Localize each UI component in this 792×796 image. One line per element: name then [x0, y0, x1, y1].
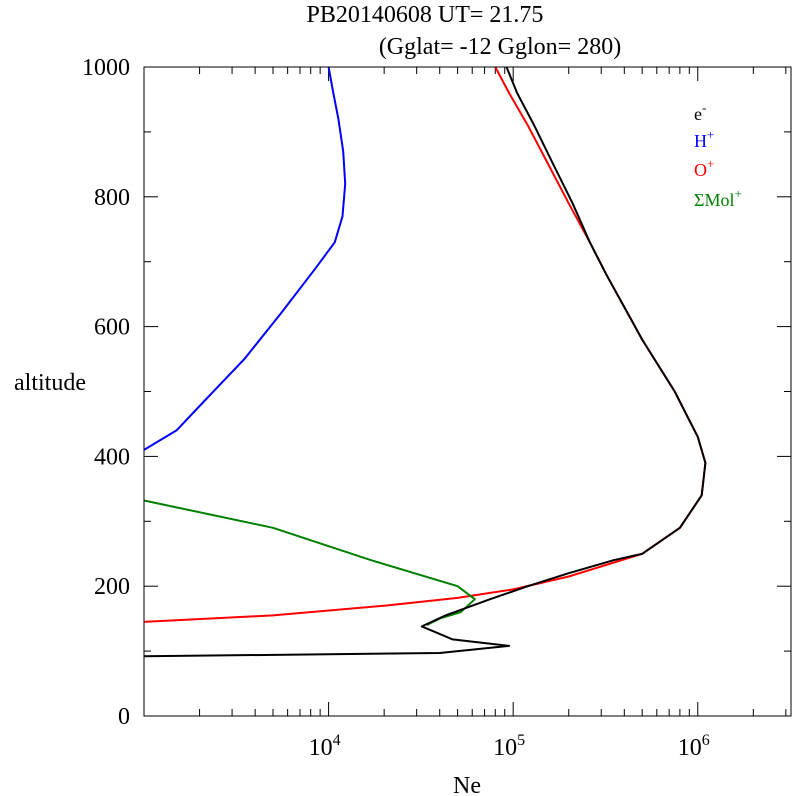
- x-tick-label: 106: [678, 732, 710, 761]
- plot-area: [143, 66, 707, 658]
- y-tick-label: 200: [94, 574, 130, 600]
- x-tick-label: 105: [493, 732, 525, 761]
- legend-entry-label: O: [694, 160, 707, 180]
- y-tick-label: 800: [94, 185, 130, 211]
- x-tick-label-exponent: 4: [333, 732, 341, 749]
- x-tick-label: 104: [309, 732, 341, 761]
- legend-entry-superscript: -: [702, 100, 706, 115]
- legend-entry: O+: [694, 156, 714, 180]
- series-line-1: [143, 66, 707, 623]
- legend-entry-superscript: +: [734, 186, 741, 201]
- y-axis-label: altitude: [14, 370, 86, 396]
- legend: e-H+O+ΣMol+: [694, 100, 742, 210]
- x-tick-label-exponent: 6: [702, 732, 710, 749]
- legend-entry: H+: [694, 127, 714, 151]
- legend-entry-label: H: [694, 131, 707, 151]
- legend-entry-label: ΣMol: [694, 190, 734, 210]
- legend-entry-superscript: +: [707, 156, 714, 171]
- x-axis-label: Ne: [453, 773, 481, 796]
- series-line-2: [143, 499, 476, 626]
- chart-subtitle: (Gglat= -12 Gglon= 280): [379, 34, 621, 60]
- plot-frame: [143, 66, 792, 717]
- x-tick-label-base: 10: [493, 735, 517, 761]
- y-tick-label: 400: [94, 444, 130, 470]
- y-tick-label: 600: [94, 315, 130, 341]
- x-tick-label-exponent: 5: [517, 732, 525, 749]
- y-tick-label: 0: [118, 704, 130, 730]
- series-line-0: [143, 66, 347, 451]
- legend-entry: e-: [694, 100, 706, 124]
- y-tick-label: 1000: [82, 55, 130, 81]
- series-line-3: [143, 66, 707, 658]
- x-tick-label-base: 10: [309, 735, 333, 761]
- legend-entry-superscript: +: [707, 127, 714, 142]
- legend-entry-label: e: [694, 104, 702, 124]
- x-tick-label-base: 10: [678, 735, 702, 761]
- legend-entry: ΣMol+: [694, 186, 742, 210]
- chart-title: PB20140608 UT= 21.75: [307, 2, 544, 28]
